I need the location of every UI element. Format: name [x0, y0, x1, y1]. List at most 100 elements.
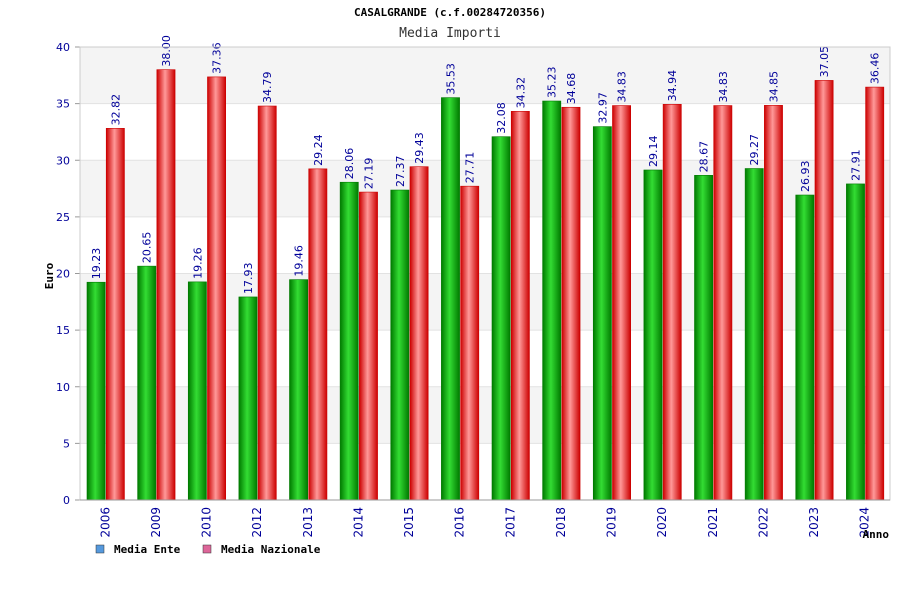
y-tick-label: 35: [56, 98, 70, 111]
bars: 19.23 32.82 20.65 38.00 19.26 37.36 17.93 34.79…: [86, 35, 885, 501]
bar-media-nazionale: [510, 111, 530, 501]
bar-value-label: 32.97: [596, 92, 609, 124]
legend: Media Ente Media Nazionale: [95, 543, 321, 556]
bar-value-label: 19.23: [90, 248, 103, 280]
bar-media-ente: [542, 100, 562, 501]
bar-value-label: 28.06: [343, 148, 356, 180]
x-tick-label: 2024: [858, 507, 872, 538]
bar-media-nazionale: [409, 166, 429, 501]
bar-value-label: 34.83: [717, 71, 730, 103]
bar-media-ente: [137, 265, 157, 501]
bar-media-nazionale: [865, 86, 885, 501]
bar-value-label: 19.46: [293, 245, 306, 277]
bar-value-label: 17.93: [242, 262, 255, 294]
bar-value-label: 19.26: [191, 247, 204, 279]
bar-value-label: 34.85: [767, 71, 780, 103]
bar-value-label: 27.19: [362, 158, 375, 190]
bar-value-label: 38.00: [160, 35, 173, 67]
x-tick-label: 2014: [351, 507, 365, 538]
x-tick-label: 2019: [605, 507, 619, 538]
x-tick-label: 2022: [756, 507, 770, 538]
y-tick-label: 30: [56, 154, 70, 167]
y-tick-label: 10: [56, 381, 70, 394]
bar-media-nazionale: [612, 105, 631, 501]
legend-swatch-nazionale: [202, 544, 212, 554]
chart-subtitle: Media Importi: [399, 26, 501, 41]
bar-media-nazionale: [105, 128, 125, 501]
bar-value-label: 29.27: [748, 134, 761, 166]
x-tick-label: 2021: [706, 507, 720, 538]
bar-media-ente: [744, 168, 764, 501]
bar-value-label: 34.32: [514, 77, 527, 109]
y-tick-label: 15: [56, 324, 70, 337]
bar-value-label: 37.05: [818, 46, 831, 78]
x-tick-label: 2009: [149, 507, 163, 538]
x-axis-ticks: 2006 2009 2010 2012 2013 2014 2015 2016 2017 2018…: [98, 507, 871, 538]
legend-label-nazionale: Media Nazionale: [221, 543, 321, 556]
bar-media-nazionale: [308, 168, 328, 501]
bar-media-ente: [86, 281, 106, 501]
x-tick-label: 2020: [655, 507, 669, 538]
y-tick-label: 20: [56, 268, 70, 281]
bar-value-label: 29.24: [312, 134, 325, 166]
bar-media-nazionale: [460, 185, 480, 501]
bar-media-nazionale: [814, 80, 834, 501]
bar-media-ente: [441, 97, 460, 501]
x-tick-label: 2006: [98, 507, 112, 538]
x-tick-label: 2016: [453, 507, 467, 538]
bar-media-nazionale: [257, 105, 277, 501]
y-tick-label: 40: [56, 41, 70, 54]
x-tick-label: 2017: [503, 507, 517, 538]
bar-value-label: 37.36: [211, 42, 224, 74]
bar-value-label: 20.65: [141, 232, 154, 264]
y-axis-ticks: 0 5 10 15 20 25 30 35 40: [56, 41, 80, 507]
bar-media-ente: [187, 281, 207, 501]
x-tick-label: 2018: [554, 507, 568, 538]
bar-value-label: 32.82: [109, 94, 122, 125]
x-tick-label: 2015: [402, 507, 416, 538]
bar-value-label: 34.83: [616, 71, 629, 103]
bar-media-nazionale: [764, 105, 783, 501]
bar-value-label: 28.67: [698, 141, 711, 173]
bar-value-label: 35.23: [546, 67, 559, 99]
bar-value-label: 34.79: [261, 72, 274, 104]
x-tick-label: 2023: [807, 507, 821, 538]
y-tick-label: 25: [56, 211, 70, 224]
bar-media-ente: [339, 181, 359, 501]
bar-media-ente: [238, 296, 258, 501]
bar-media-nazionale: [662, 104, 682, 501]
bar-media-ente: [491, 136, 511, 501]
bar-media-ente: [643, 169, 663, 501]
legend-label-ente: Media Ente: [114, 543, 181, 556]
bar-media-ente: [592, 126, 612, 501]
bar-media-nazionale: [156, 69, 176, 501]
bar-media-ente: [694, 175, 714, 501]
chart-title: CASALGRANDE (c.f.00284720356): [354, 6, 546, 19]
x-tick-label: 2012: [250, 507, 264, 538]
bar-value-label: 32.08: [495, 102, 508, 134]
x-axis-label: Anno: [863, 528, 890, 541]
bar-value-label: 29.14: [647, 135, 660, 167]
bar-value-label: 34.68: [565, 73, 578, 105]
bar-media-nazionale: [207, 76, 227, 501]
bar-value-label: 35.53: [444, 63, 457, 95]
bar-value-label: 27.91: [849, 149, 862, 181]
bar-value-label: 36.46: [869, 53, 882, 85]
bar-media-nazionale: [561, 106, 581, 501]
bar-value-label: 34.94: [666, 70, 679, 102]
bar-media-ente: [846, 183, 865, 501]
bar-media-nazionale: [713, 105, 733, 501]
bar-value-label: 29.43: [413, 132, 426, 164]
bar-media-ente: [390, 189, 410, 501]
y-tick-label: 5: [63, 437, 70, 450]
bar-value-label: 27.37: [394, 156, 407, 188]
x-tick-label: 2013: [301, 507, 315, 538]
x-tick-label: 2010: [200, 507, 214, 538]
bar-media-ente: [289, 279, 309, 501]
bar-value-label: 27.71: [464, 152, 477, 184]
y-axis-label: Euro: [43, 262, 56, 289]
legend-swatch-ente: [95, 544, 105, 554]
bar-value-label: 26.93: [799, 161, 812, 193]
